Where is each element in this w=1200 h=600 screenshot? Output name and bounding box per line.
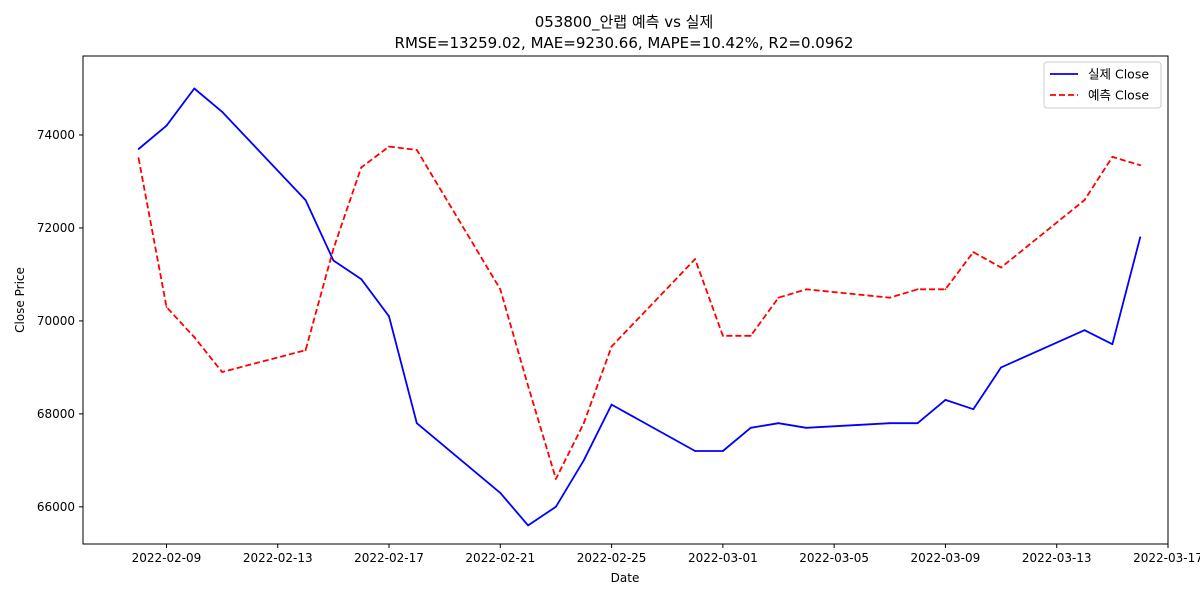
data-point [916,422,919,425]
y-tick-label: 74000 [37,128,75,142]
data-point [388,145,390,148]
series-layer [137,87,1142,527]
data-point [1111,343,1114,346]
data-point [137,148,140,150]
data-point [304,349,307,352]
data-point [221,371,224,373]
data-point [499,492,502,494]
data-point [749,426,752,429]
x-tick-label: 2022-03-13 [1022,551,1092,565]
data-point [944,288,947,291]
x-tick-label: 2022-02-13 [243,551,313,565]
legend: 실제 Close 예측 Close [1043,61,1162,109]
data-point [165,124,168,127]
data-point [137,157,140,160]
x-tick-label: 2022-03-01 [688,551,758,565]
x-axis-ticks: 2022-02-09 2022-02-13 2022-02-17 2022-02-21… [132,544,1200,565]
series-line-predicted [137,145,1141,480]
x-tick-label: 2022-03-05 [799,551,869,565]
data-point [1111,156,1114,158]
data-point [193,336,196,339]
data-point [415,422,418,425]
y-tick-label: 66000 [37,500,75,514]
data-point [972,408,975,411]
x-tick-label: 2022-03-17 [1133,551,1200,565]
data-point [304,199,307,202]
y-tick-label: 68000 [37,407,75,421]
data-point [1000,366,1002,369]
x-tick-label: 2022-02-21 [465,551,535,565]
data-point [332,248,335,250]
legend-label-predicted: 예측 Close [1088,88,1149,103]
data-point [221,110,224,113]
data-point [527,385,529,387]
data-point [360,278,363,280]
x-axis-label: Date [611,571,640,585]
data-point [1139,236,1142,239]
data-point [332,259,335,262]
legend-label-actual: 실제 Close [1088,67,1149,82]
data-point [694,258,696,260]
data-point [777,296,780,299]
data-point [888,296,891,299]
chart-subtitle: RMSE=13259.02, MAE=9230.66, MAPE=10.42%,… [395,34,854,52]
data-point [582,422,585,425]
data-point [805,288,808,291]
data-point [972,251,975,254]
data-point [888,422,891,425]
data-point [694,450,696,452]
data-point [749,334,752,337]
data-point [193,87,196,90]
y-axis-ticks: 66000 68000 70000 72000 74000 [37,128,83,514]
data-point [722,450,724,452]
data-point [610,345,613,348]
data-point [610,403,613,406]
data-point [360,166,363,169]
data-point [555,478,557,480]
data-point [1083,199,1086,202]
data-point [1139,164,1142,167]
data-point [777,422,780,425]
x-tick-label: 2022-02-25 [577,551,647,565]
data-point [499,288,502,291]
data-point [582,459,585,462]
x-tick-label: 2022-03-09 [911,551,981,565]
data-point [1083,329,1086,332]
y-tick-label: 72000 [37,221,75,235]
chart-title: 053800_안랩 예측 vs 실제 [535,13,714,32]
data-point [415,149,418,151]
series-line-actual [138,87,1142,527]
x-tick-label: 2022-02-17 [354,551,424,565]
x-tick-label: 2022-02-09 [132,551,202,565]
data-point [1000,266,1002,269]
data-point [555,505,557,508]
data-point [388,315,390,318]
data-point [916,288,919,291]
y-tick-label: 70000 [37,314,75,328]
data-point [944,399,947,401]
data-point [722,334,724,337]
plot-frame [82,55,1169,545]
y-axis-label: Close Price [13,267,27,333]
data-point [527,524,529,527]
data-point [165,306,168,308]
data-point [805,426,808,429]
